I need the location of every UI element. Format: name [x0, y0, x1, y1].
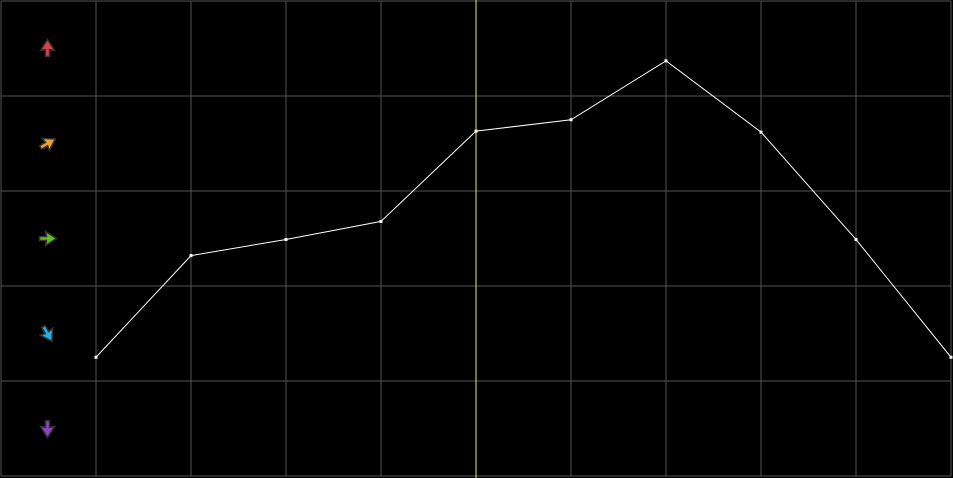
- arrow-up-right-icon: [38, 137, 57, 153]
- data-point: [474, 129, 478, 133]
- arrow-down-right-icon: [38, 324, 54, 343]
- arrow-up-icon-shape: [38, 38, 57, 58]
- data-point: [189, 254, 193, 258]
- arrow-right-icon: [38, 229, 58, 248]
- arrow-down-icon: [38, 419, 57, 439]
- arrow-up-icon: [38, 38, 57, 58]
- arrow-right-icon-shape: [38, 229, 58, 248]
- data-point: [759, 130, 763, 134]
- data-point: [664, 59, 668, 63]
- data-point: [569, 118, 573, 122]
- arrow-down-icon-shape: [38, 419, 57, 439]
- data-point: [379, 219, 383, 223]
- arrow-down-right-icon-shape: [38, 324, 54, 343]
- data-point: [94, 355, 98, 359]
- data-point: [854, 237, 858, 241]
- data-point: [949, 355, 953, 359]
- data-point: [284, 237, 288, 241]
- arrow-up-right-icon-shape: [38, 137, 57, 153]
- series-line: [95, 60, 952, 358]
